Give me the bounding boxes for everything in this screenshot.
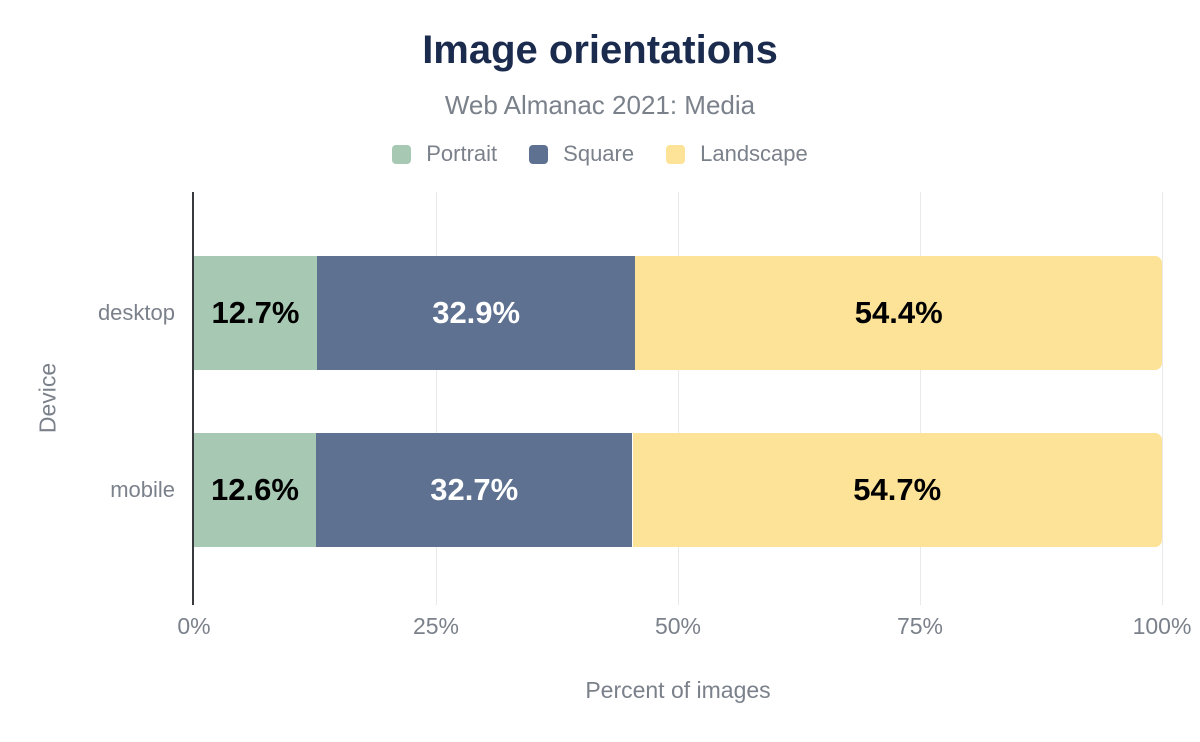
legend: Portrait Square Landscape [0,141,1200,167]
x-tick-100: 100% [1132,613,1192,639]
segment-desktop-landscape: 54.4% [635,256,1162,370]
value-label-desktop-square: 32.9% [432,295,521,330]
legend-label-square: Square [563,141,635,166]
y-axis-title: Device [34,362,61,434]
x-tick-75: 75% [896,613,944,639]
legend-label-landscape: Landscape [700,141,808,166]
legend-label-portrait: Portrait [426,141,498,166]
value-label-mobile-portrait: 12.6% [211,472,299,507]
plot-area: 12.7% 32.9% 54.4% desktop 12.6% 32.7% 54.7% mob… [98,192,1191,639]
value-label-desktop-portrait: 12.7% [211,295,300,330]
legend-swatch-landscape [666,144,686,164]
gridline-50 [678,192,679,605]
x-axis-title: Percent of images [585,677,771,703]
legend-swatch-portrait [392,144,412,164]
legend-swatch-square [529,144,549,164]
bar-mobile: 12.6% 32.7% 54.7% [194,433,1162,547]
legend-item-square: Square [529,141,634,167]
gridline-100 [1162,192,1163,605]
chart-subtitle: Web Almanac 2021: Media [444,90,756,120]
legend-item-landscape: Landscape [666,141,808,167]
x-tick-25: 25% [412,613,460,639]
value-label-mobile-landscape: 54.7% [853,472,942,507]
segment-desktop-portrait: 12.7% [194,256,317,370]
category-label-desktop: desktop [97,300,175,325]
category-label-mobile: mobile [110,477,175,502]
segment-mobile-landscape: 54.7% [632,433,1162,547]
value-label-mobile-square: 32.7% [430,472,519,507]
value-label-desktop-landscape: 54.4% [854,295,943,330]
bar-desktop: 12.7% 32.9% 54.4% [194,256,1162,370]
y-axis-line [192,192,194,605]
gridline-25 [436,192,437,605]
segment-mobile-square: 32.7% [315,433,633,547]
segment-desktop-square: 32.9% [316,256,636,370]
segment-mobile-portrait: 12.6% [194,433,316,547]
gridline-75 [920,192,921,605]
legend-item-portrait: Portrait [392,141,497,167]
x-tick-50: 50% [654,613,702,639]
chart-title: Image orientations [422,28,778,72]
x-tick-0: 0% [177,613,211,639]
